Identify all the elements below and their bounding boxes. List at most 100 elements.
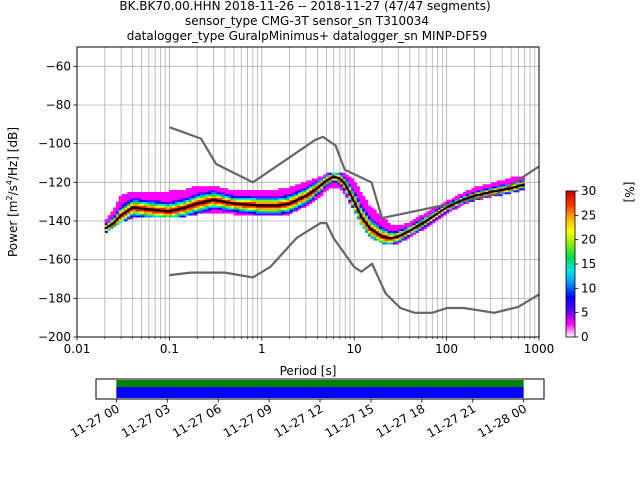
- density-cell: [163, 203, 167, 206]
- density-cell: [398, 228, 402, 231]
- density-cell: [359, 192, 363, 195]
- density-cell: [169, 199, 173, 202]
- density-cell: [194, 205, 198, 208]
- density-cell: [306, 203, 310, 206]
- density-cell: [216, 211, 220, 214]
- density-cell: [177, 199, 181, 202]
- density-cell: [311, 199, 316, 202]
- density-cell: [376, 226, 380, 230]
- density-cell: [239, 192, 243, 195]
- density-cell: [211, 193, 215, 197]
- density-cell: [132, 199, 136, 202]
- density-cell: [141, 192, 145, 195]
- density-cell: [269, 209, 274, 212]
- density-cell: [356, 213, 360, 216]
- density-cell: [376, 228, 380, 231]
- density-cell: [267, 195, 271, 199]
- density-cell: [169, 193, 173, 197]
- density-cell: [171, 197, 176, 201]
- density-cell: [292, 209, 296, 212]
- density-cell: [247, 197, 251, 201]
- density-cell: [390, 240, 394, 243]
- density-cell: [188, 195, 192, 199]
- density-cell: [356, 193, 360, 197]
- density-cell: [510, 180, 514, 183]
- density-cell: [362, 211, 366, 214]
- density-cell: [211, 209, 215, 212]
- density-cell: [222, 197, 226, 201]
- density-cell: [286, 197, 290, 201]
- density-cell: [113, 215, 117, 218]
- density-cell: [311, 184, 316, 187]
- density-cell: [507, 190, 511, 193]
- density-cell: [132, 195, 136, 199]
- density-cell: [365, 228, 369, 231]
- density-cell: [348, 188, 352, 191]
- density-cell: [250, 199, 254, 202]
- density-cell: [177, 192, 181, 195]
- density-cell: [390, 232, 394, 235]
- density-cell: [314, 184, 318, 187]
- density-cell: [465, 201, 470, 204]
- density-cell: [342, 190, 346, 193]
- density-cell: [121, 201, 125, 204]
- density-cell: [211, 211, 215, 214]
- density-cell: [468, 199, 472, 202]
- density-cell: [311, 193, 316, 197]
- density-cell: [132, 215, 136, 218]
- density-cell: [393, 232, 397, 235]
- density-cell: [247, 201, 251, 204]
- density-cell: [334, 172, 338, 175]
- density-cell: [426, 217, 430, 220]
- density-cell: [278, 190, 282, 193]
- density-cell: [185, 192, 190, 195]
- density-cell: [208, 207, 212, 210]
- density-cell: [499, 180, 503, 183]
- density-cell: [185, 209, 190, 212]
- density-cell: [244, 201, 248, 204]
- density-cell: [261, 197, 265, 201]
- density-cell: [247, 209, 251, 212]
- density-cell: [521, 182, 525, 185]
- density-cell: [297, 195, 302, 199]
- density-cell: [104, 221, 108, 224]
- density-cell: [401, 226, 405, 230]
- density-cell: [423, 226, 428, 230]
- density-cell: [227, 207, 232, 210]
- density-cell: [303, 203, 307, 206]
- density-cell: [213, 186, 218, 189]
- density-cell: [367, 228, 372, 231]
- density-cell: [379, 217, 383, 220]
- density-cell: [205, 186, 209, 189]
- density-cell: [412, 230, 416, 233]
- density-cell: [496, 180, 500, 183]
- density-cell: [227, 211, 232, 214]
- density-cell: [250, 197, 254, 201]
- density-cell: [113, 217, 117, 220]
- density-cell: [185, 195, 190, 199]
- density-cell: [233, 203, 237, 206]
- timeline-tick-label: 11-27 21: [425, 401, 479, 440]
- density-cell: [185, 203, 190, 206]
- density-cell: [166, 193, 170, 197]
- density-cell: [359, 203, 363, 206]
- density-cell: [247, 199, 251, 202]
- density-cell: [157, 197, 162, 201]
- density-cell: [219, 197, 223, 201]
- density-cell: [460, 195, 464, 199]
- density-cell: [432, 213, 436, 216]
- density-cell: [197, 203, 201, 206]
- density-cell: [384, 234, 388, 237]
- density-cell: [404, 238, 408, 241]
- density-cell: [300, 190, 304, 193]
- density-cell: [253, 211, 257, 214]
- density-cell: [191, 195, 195, 199]
- density-cell: [183, 205, 187, 208]
- density-cell: [177, 209, 181, 212]
- density-cell: [325, 186, 330, 189]
- density-cell: [188, 192, 192, 195]
- density-cell: [325, 172, 330, 175]
- density-cell: [227, 192, 232, 195]
- density-cell: [166, 211, 170, 214]
- density-cell: [376, 215, 380, 218]
